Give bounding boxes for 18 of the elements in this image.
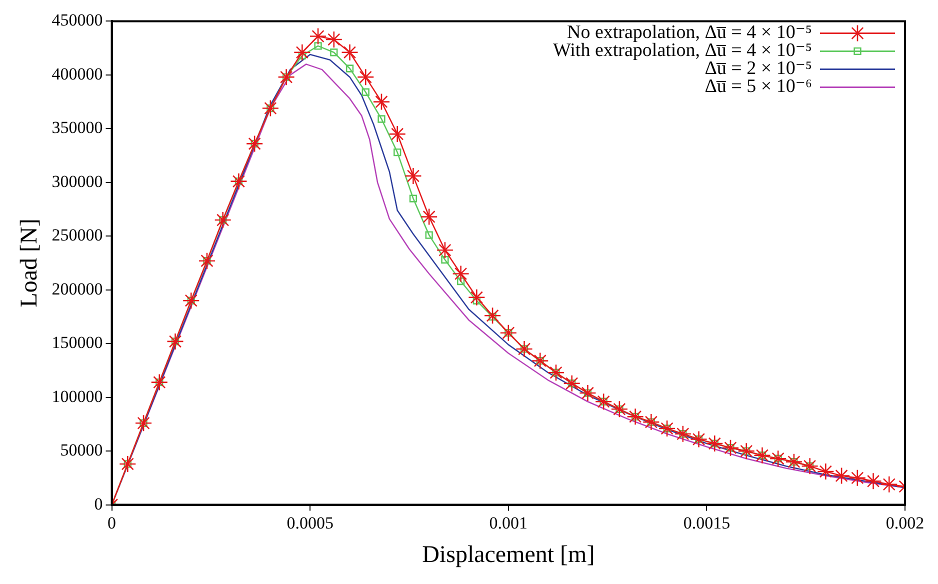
x-tick-label: 0.001 [489,513,528,532]
x-tick-label: 0.002 [886,513,924,532]
y-tick-label: 50000 [60,440,103,460]
y-tick-label: 350000 [52,118,103,138]
legend-label: No extrapolation, Δu̅ = 4 × 10⁻⁵ [566,22,812,44]
y-tick-label: 300000 [52,172,103,191]
y-tick-label: 450000 [52,10,103,30]
x-tick-label: 0.0005 [286,513,334,532]
x-tick-label: 0 [108,513,116,532]
x-tick-label: 0.0015 [683,513,730,532]
y-axis-title: Load [N] [16,218,43,308]
y-tick-label: 250000 [52,226,103,245]
y-tick-label: 150000 [52,333,103,352]
y-tick-label: 200000 [52,279,103,298]
y-tick-label: 400000 [52,64,103,84]
y-tick-label: 0 [94,494,103,514]
y-tick-label: 100000 [52,386,103,406]
x-axis-title: Displacement [m] [422,542,595,568]
